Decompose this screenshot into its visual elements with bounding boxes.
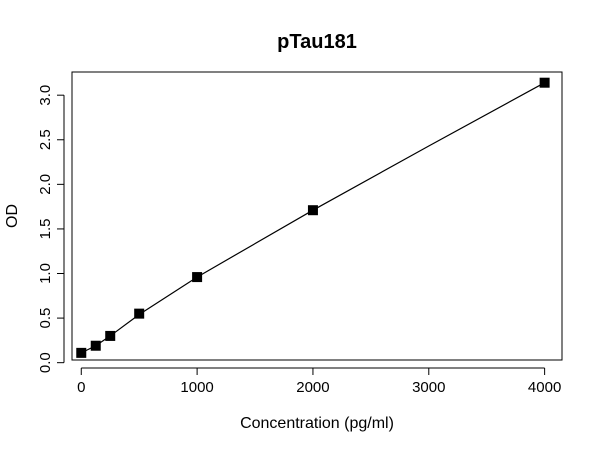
y-tick-label: 1.5 xyxy=(37,218,54,239)
data-point xyxy=(76,347,87,358)
x-tick-label: 1000 xyxy=(180,379,213,396)
data-point xyxy=(192,272,203,283)
y-tick-label: 0.5 xyxy=(37,308,54,329)
plot-frame xyxy=(71,71,563,361)
fit-curve xyxy=(81,82,545,354)
x-tick-label: 4000 xyxy=(528,379,561,396)
x-tick-label: 3000 xyxy=(412,379,445,396)
y-tick-label: 2.0 xyxy=(37,174,54,195)
x-axis: 0 1000 2000 3000 4000 xyxy=(77,367,561,396)
x-axis-label: Concentration (pg/ml) xyxy=(240,415,394,432)
y-axis: 0.0 0.5 1.0 1.5 2.0 2.5 3.0 xyxy=(37,85,65,373)
y-tick-label: 0.0 xyxy=(37,352,54,373)
data-point xyxy=(539,77,550,88)
x-tick-label: 2000 xyxy=(296,379,329,396)
data-point xyxy=(90,340,101,351)
y-tick-label: 1.0 xyxy=(37,263,54,284)
y-tick-label: 2.5 xyxy=(37,129,54,150)
data-point xyxy=(307,205,318,216)
x-tick-label: 0 xyxy=(77,379,85,396)
data-point xyxy=(105,330,116,341)
y-axis-label: OD xyxy=(4,204,21,228)
fit-curve-group xyxy=(81,82,545,354)
chart-title: pTau181 xyxy=(277,31,357,53)
data-points xyxy=(76,77,550,358)
data-point xyxy=(134,308,145,319)
y-tick-label: 3.0 xyxy=(37,85,54,106)
